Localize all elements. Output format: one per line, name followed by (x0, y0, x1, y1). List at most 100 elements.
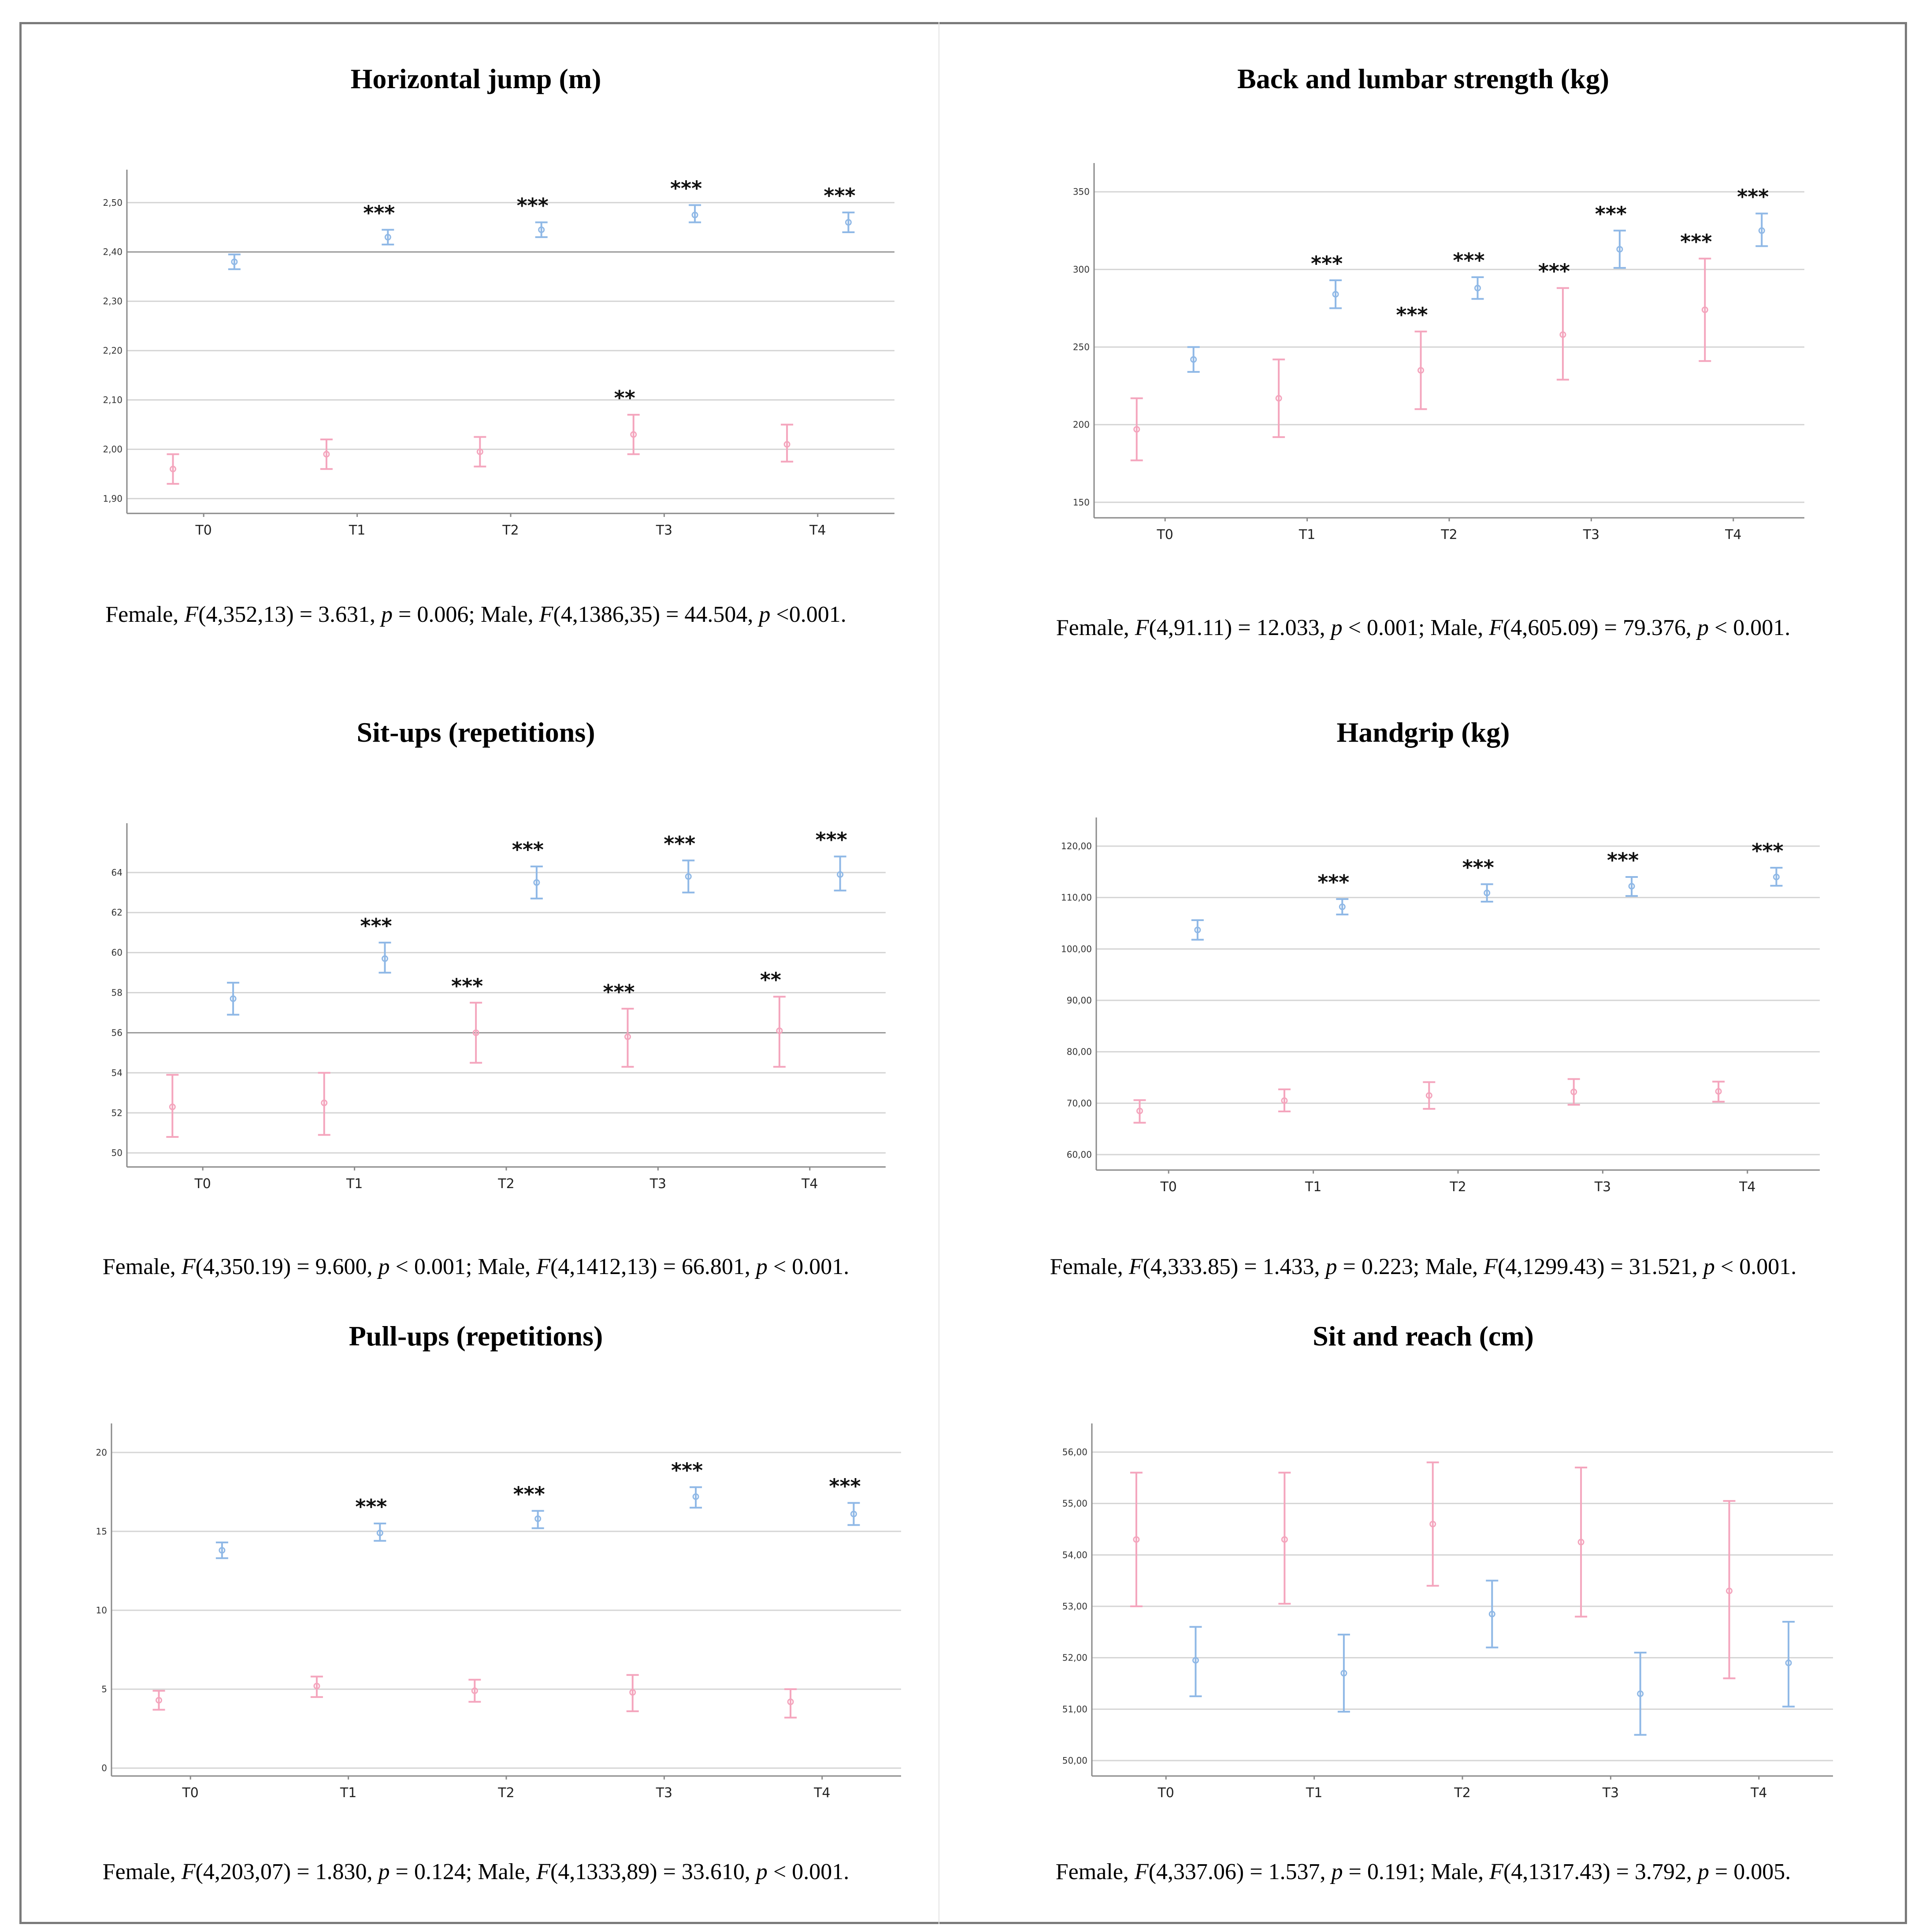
male-significance-marker: *** (1453, 249, 1484, 272)
stats-sit-and-reach: Female, F(4,337.06) = 1.537, p = 0.191; … (1055, 1859, 1791, 1884)
x-tick-label: T4 (1725, 527, 1741, 542)
stats-pull-ups: Female, F(4,203,07) = 1.830, p = 0.124; … (102, 1859, 850, 1884)
x-tick-label: T1 (1299, 527, 1315, 542)
male-mean-point (1637, 1690, 1644, 1697)
y-tick-label: 90,00 (1067, 995, 1092, 1006)
y-tick-label: 56 (111, 1027, 122, 1038)
male-significance-marker: *** (824, 184, 855, 208)
x-tick-label: T4 (1739, 1179, 1755, 1195)
male-significance-marker: *** (1607, 848, 1639, 872)
x-tick-label: T2 (1440, 527, 1457, 542)
y-tick-label: 5 (101, 1684, 107, 1694)
male-significance-marker: *** (816, 828, 847, 851)
y-tick-label: 52,00 (1062, 1653, 1087, 1663)
male-mean-point (231, 258, 238, 265)
male-mean-point (1616, 246, 1623, 253)
female-mean-point (1701, 306, 1708, 313)
male-mean-point (1628, 883, 1635, 890)
x-tick-label: T1 (346, 1176, 363, 1192)
x-tick-label: T4 (813, 1785, 830, 1801)
x-tick-label: T1 (1306, 1785, 1322, 1801)
y-tick-label: 120,00 (1061, 841, 1092, 851)
y-tick-label: 110,00 (1061, 892, 1092, 903)
y-tick-label: 20 (96, 1447, 107, 1458)
y-tick-label: 15 (96, 1526, 107, 1537)
male-mean-point (1339, 903, 1346, 910)
female-mean-point (1281, 1536, 1288, 1543)
female-mean-point (1577, 1538, 1584, 1546)
male-mean-point (1758, 227, 1765, 234)
y-tick-label: 1,90 (103, 493, 122, 504)
female-mean-point (1133, 1536, 1140, 1543)
female-mean-point (471, 1687, 478, 1694)
figure-frame (19, 22, 1907, 1924)
x-tick-label: T0 (195, 523, 211, 538)
y-tick-label: 2,10 (103, 395, 122, 405)
female-mean-point (1417, 367, 1425, 374)
y-tick-label: 80,00 (1067, 1047, 1092, 1057)
y-tick-label: 2,30 (103, 296, 122, 307)
x-tick-label: T1 (1305, 1179, 1321, 1195)
male-significance-marker: *** (512, 838, 544, 862)
female-significance-marker: *** (603, 980, 634, 1004)
female-mean-point (169, 1103, 176, 1111)
x-tick-label: T0 (1156, 527, 1173, 542)
female-mean-point (783, 441, 790, 448)
x-tick-label: T2 (1454, 1785, 1470, 1801)
chart-sit-and-reach: 50,00 51,00 52,00 53,00 54,00 55,00 56,00 T0 T1 T… (1062, 1423, 1833, 1801)
male-significance-marker: *** (1595, 202, 1627, 226)
male-mean-point (1190, 356, 1197, 363)
y-tick-label: 2,00 (103, 444, 122, 454)
male-mean-point (685, 873, 692, 880)
male-significance-marker: *** (670, 176, 702, 200)
stats-handgrip: Female, F(4,333.85) = 1.433, p = 0.223; … (1050, 1254, 1797, 1279)
y-tick-label: 2,20 (103, 346, 122, 356)
male-significance-marker: *** (1317, 870, 1349, 894)
chart-pull-ups: 0 5 10 15 20 T0 T1 T2 T3 T4 *** *** *** *** (96, 1423, 901, 1801)
male-significance-marker: *** (355, 1495, 387, 1519)
female-mean-point (776, 1027, 783, 1034)
male-mean-point (376, 1529, 383, 1536)
male-significance-marker: *** (829, 1474, 861, 1498)
male-significance-marker: *** (360, 914, 392, 938)
x-tick-label: T0 (182, 1785, 198, 1801)
y-tick-label: 70,00 (1067, 1098, 1092, 1108)
y-tick-label: 300 (1073, 264, 1090, 275)
y-tick-label: 51,00 (1062, 1704, 1087, 1714)
x-tick-label: T2 (497, 1176, 514, 1192)
male-mean-point (837, 871, 844, 878)
y-tick-label: 2,50 (103, 197, 122, 208)
x-tick-label: T3 (1583, 527, 1599, 542)
x-tick-label: T2 (497, 1785, 514, 1801)
chart-title-handgrip: Handgrip (kg) (1336, 717, 1510, 748)
male-mean-point (1194, 926, 1201, 933)
male-mean-point (1484, 889, 1491, 896)
male-mean-point (219, 1547, 226, 1554)
x-tick-label: T1 (349, 523, 365, 538)
male-significance-marker: *** (513, 1482, 545, 1506)
male-mean-point (381, 955, 388, 962)
x-tick-label: T2 (502, 523, 519, 538)
male-mean-point (533, 879, 540, 886)
y-tick-label: 55,00 (1062, 1498, 1087, 1509)
stats-sit-ups: Female, F(4,350.19) = 9.600, p < 0.001; … (102, 1254, 850, 1279)
female-mean-point (156, 1697, 163, 1704)
chart-handgrip: 60,00 70,00 80,00 90,00 100,00 110,00 120,00 T0… (1061, 817, 1820, 1195)
male-mean-point (692, 1493, 699, 1500)
male-significance-marker: *** (1311, 252, 1343, 275)
stats-horizontal-jump: Female, F(4,352,13) = 3.631, p = 0.006; … (105, 602, 846, 627)
y-tick-label: 2,40 (103, 247, 122, 257)
chart-title-pull-ups: Pull-ups (repetitions) (349, 1320, 603, 1352)
female-mean-point (1275, 395, 1282, 402)
male-mean-point (384, 234, 391, 241)
female-significance-marker: ** (614, 386, 635, 410)
female-significance-marker: *** (1396, 303, 1428, 327)
male-mean-point (1332, 291, 1339, 298)
male-significance-marker: *** (1737, 185, 1769, 209)
female-mean-point (787, 1698, 794, 1705)
male-mean-point (850, 1510, 857, 1517)
male-mean-point (1488, 1611, 1495, 1617)
female-mean-point (1726, 1587, 1733, 1594)
female-mean-point (1570, 1089, 1577, 1096)
